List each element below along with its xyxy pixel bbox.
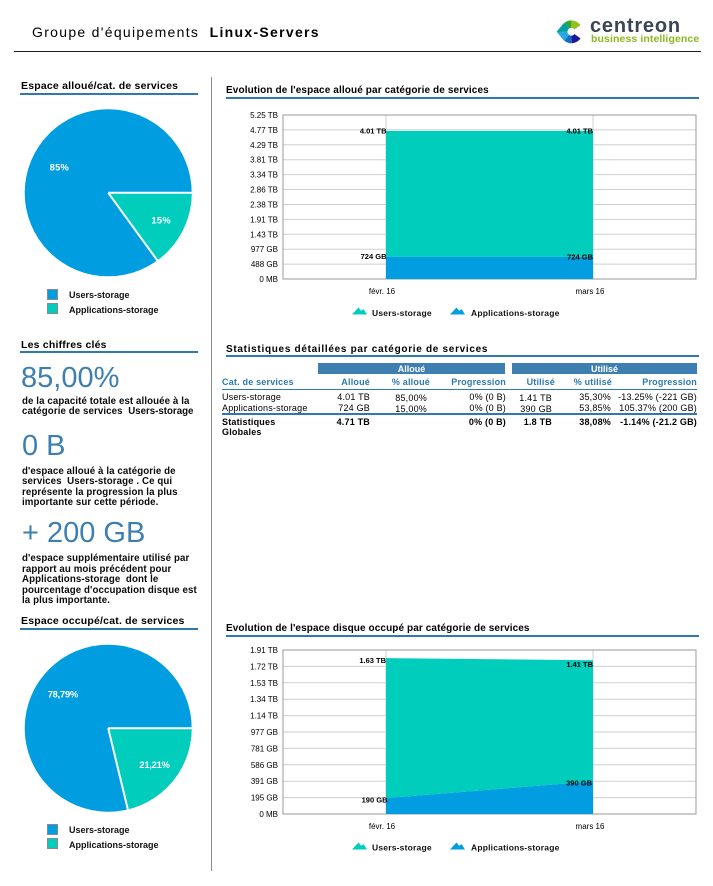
svg-text:1.53 TB: 1.53 TB (250, 679, 278, 688)
svg-text:Applications-storage: Applications-storage (471, 308, 560, 318)
svg-text:85%: 85% (50, 162, 70, 172)
svg-text:5.25 TB: 5.25 TB (250, 111, 278, 120)
svg-text:mars 16: mars 16 (576, 287, 605, 296)
svg-text:mars 16: mars 16 (576, 822, 605, 831)
svg-text:2.38 TB: 2.38 TB (250, 201, 278, 210)
svg-text:4.77 TB: 4.77 TB (250, 126, 278, 135)
svg-text:1.63 TB: 1.63 TB (359, 656, 386, 665)
svg-text:1.14 TB: 1.14 TB (250, 712, 278, 721)
svg-text:15%: 15% (151, 216, 171, 226)
svg-text:586 GB: 586 GB (251, 761, 278, 770)
svg-text:977 GB: 977 GB (251, 728, 278, 737)
svg-text:4.01 TB: 4.01 TB (566, 127, 593, 136)
svg-text:1.43 TB: 1.43 TB (250, 230, 278, 239)
svg-text:févr. 16: févr. 16 (369, 287, 396, 296)
svg-text:0 MB: 0 MB (259, 810, 278, 819)
svg-text:1.41 TB: 1.41 TB (566, 660, 593, 669)
svg-text:3.34 TB: 3.34 TB (250, 171, 278, 180)
svg-text:977 GB: 977 GB (251, 245, 278, 254)
svg-text:1.72 TB: 1.72 TB (250, 662, 278, 671)
svg-text:1.91 TB: 1.91 TB (250, 646, 278, 655)
svg-text:195 GB: 195 GB (251, 794, 278, 803)
svg-text:488 GB: 488 GB (251, 260, 278, 269)
svg-text:3.81 TB: 3.81 TB (250, 156, 278, 165)
svg-text:2.86 TB: 2.86 TB (250, 186, 278, 195)
svg-text:1.34 TB: 1.34 TB (250, 695, 278, 704)
svg-text:781 GB: 781 GB (251, 744, 278, 753)
svg-text:78,79%: 78,79% (48, 689, 79, 699)
svg-text:1.91 TB: 1.91 TB (250, 215, 278, 224)
svg-text:190 GB: 190 GB (362, 796, 388, 805)
svg-text:0 MB: 0 MB (259, 275, 278, 284)
svg-text:4.01 TB: 4.01 TB (360, 127, 387, 136)
svg-text:févr. 16: févr. 16 (369, 822, 396, 831)
svg-text:391 GB: 391 GB (251, 777, 278, 786)
svg-text:390 GB: 390 GB (566, 779, 592, 788)
svg-text:21,21%: 21,21% (139, 760, 170, 770)
svg-text:724 GB: 724 GB (567, 252, 593, 261)
svg-text:724 GB: 724 GB (361, 252, 387, 261)
svg-text:4.29 TB: 4.29 TB (250, 141, 278, 150)
svg-text:Applications-storage: Applications-storage (471, 843, 560, 853)
svg-text:Users-storage: Users-storage (372, 843, 432, 853)
svg-text:Users-storage: Users-storage (372, 308, 432, 318)
